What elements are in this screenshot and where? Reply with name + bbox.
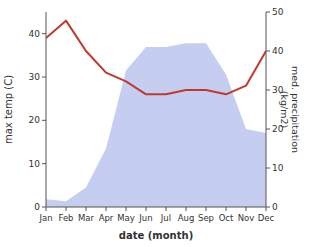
x-tick	[166, 207, 167, 211]
y2-axis-label-line: med. precipitation	[290, 66, 301, 153]
x-tick-label: Mar	[78, 213, 95, 223]
plot-area	[46, 21, 266, 207]
chart: 01020304001020304050JanFebMarAprMayJunJu…	[0, 0, 318, 247]
x-tick-label: Dec	[258, 213, 275, 223]
y2-tick	[266, 51, 270, 52]
y-tick	[42, 77, 46, 78]
x-tick-label: Jan	[38, 213, 52, 223]
x-tick-label: May	[117, 213, 135, 223]
y-tick-label: 0	[34, 202, 40, 212]
x-axis-label: date (month)	[119, 230, 193, 241]
y-tick-label: 30	[29, 72, 41, 82]
x-tick-label: Apr	[99, 213, 114, 223]
y-tick-label: 20	[29, 115, 41, 125]
x-tick-label: Aug	[178, 213, 195, 223]
y-axis-line	[46, 12, 47, 207]
x-tick	[66, 207, 67, 211]
x-axis-line	[46, 207, 266, 208]
x-tick	[186, 207, 187, 211]
x-tick	[46, 207, 47, 211]
y2-tick-label: 40	[272, 46, 284, 56]
y2-axis-line	[266, 12, 267, 207]
x-tick-label: Oct	[219, 213, 234, 223]
x-tick	[246, 207, 247, 211]
temperature-line	[46, 21, 266, 95]
y2-tick-label: 10	[272, 163, 284, 173]
x-tick-label: Sep	[198, 213, 214, 223]
y-tick-label: 40	[29, 29, 41, 39]
y2-tick	[266, 12, 270, 13]
y-tick	[42, 163, 46, 164]
y-tick	[42, 207, 46, 208]
y2-axis-label: med. precipitation(kg/m2)	[279, 66, 301, 153]
x-tick	[206, 207, 207, 211]
x-tick	[146, 207, 147, 211]
x-tick	[86, 207, 87, 211]
x-tick	[226, 207, 227, 211]
x-tick-label: Feb	[58, 213, 73, 223]
x-tick-label: Nov	[238, 213, 255, 223]
y2-tick-label: 0	[272, 202, 278, 212]
x-tick-label: Jul	[160, 213, 171, 223]
y2-tick	[266, 90, 270, 91]
x-tick-label: Jun	[138, 213, 152, 223]
y2-axis-label-line: (kg/m2)	[279, 91, 290, 128]
y2-tick-label: 50	[272, 7, 284, 17]
y-axis-label: max temp (C)	[3, 75, 14, 144]
y2-tick	[266, 129, 270, 130]
y2-tick	[266, 168, 270, 169]
y-tick	[42, 33, 46, 34]
x-tick	[266, 207, 267, 211]
y2-tick	[266, 207, 270, 208]
precipitation-area	[46, 43, 266, 207]
y-tick	[42, 120, 46, 121]
x-tick	[106, 207, 107, 211]
x-tick	[126, 207, 127, 211]
y-tick-label: 10	[29, 159, 41, 169]
